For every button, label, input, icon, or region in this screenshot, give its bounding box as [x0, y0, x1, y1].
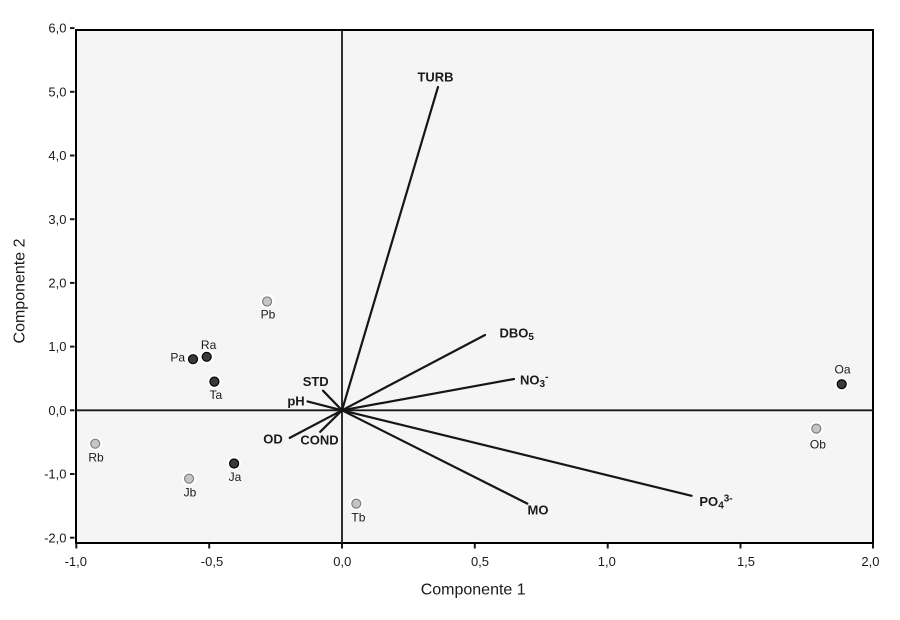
svg-text:Pb: Pb	[261, 308, 276, 322]
svg-text:Ra: Ra	[201, 338, 217, 352]
svg-text:Ob: Ob	[810, 437, 826, 451]
svg-text:Componente 1: Componente 1	[421, 582, 526, 599]
svg-text:pH: pH	[287, 394, 304, 409]
svg-text:TURB: TURB	[417, 70, 453, 85]
svg-text:Ja: Ja	[229, 470, 242, 484]
svg-text:Tb: Tb	[351, 511, 365, 525]
svg-text:1,0: 1,0	[598, 554, 616, 569]
svg-text:Oa: Oa	[834, 362, 850, 376]
svg-text:-0,5: -0,5	[201, 554, 223, 569]
svg-text:STD: STD	[303, 374, 329, 389]
svg-text:5,0: 5,0	[48, 84, 66, 99]
svg-text:3,0: 3,0	[48, 212, 66, 227]
svg-text:Componente 2: Componente 2	[12, 238, 29, 343]
svg-text:Jb: Jb	[184, 485, 197, 499]
svg-text:OD: OD	[263, 432, 283, 447]
svg-text:-1,0: -1,0	[65, 554, 87, 569]
svg-text:2,0: 2,0	[861, 554, 879, 569]
svg-text:Ta: Ta	[209, 388, 222, 402]
svg-text:0,5: 0,5	[471, 554, 489, 569]
svg-text:Pa: Pa	[170, 351, 185, 365]
svg-text:2,0: 2,0	[48, 276, 66, 291]
svg-text:4,0: 4,0	[48, 148, 66, 163]
svg-text:1,5: 1,5	[737, 554, 755, 569]
svg-text:MO: MO	[528, 502, 549, 517]
svg-text:6,0: 6,0	[48, 21, 66, 36]
svg-text:DBO5: DBO5	[500, 326, 535, 344]
svg-text:-2,0: -2,0	[44, 530, 66, 545]
svg-text:COND: COND	[300, 432, 338, 447]
svg-text:-1,0: -1,0	[44, 467, 66, 482]
svg-text:0,0: 0,0	[333, 554, 351, 569]
svg-text:NO3-: NO3-	[520, 372, 548, 390]
svg-text:1,0: 1,0	[48, 339, 66, 354]
svg-text:0,0: 0,0	[48, 403, 66, 418]
svg-text:Rb: Rb	[88, 450, 104, 464]
